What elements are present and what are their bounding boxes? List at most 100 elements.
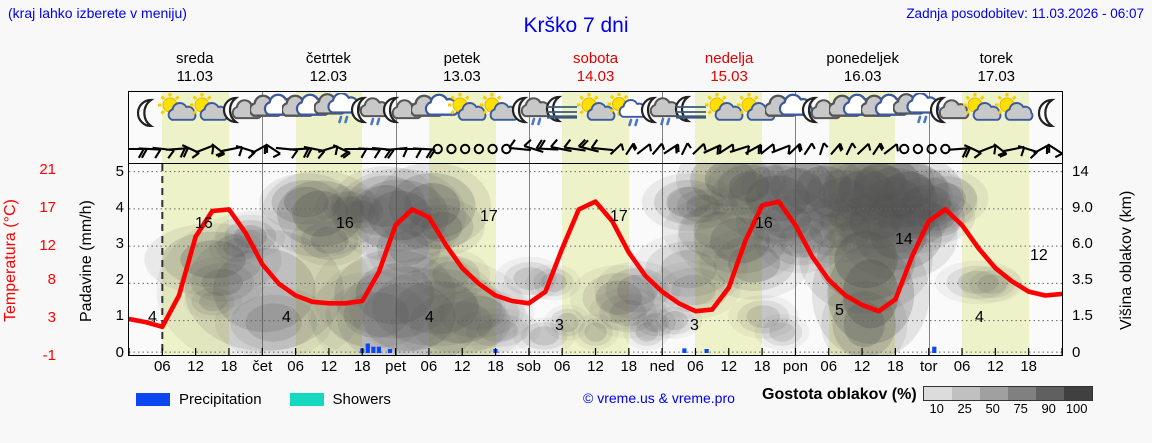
cloud-density-swatch-0 [923,387,952,400]
day-date: 15.03 [710,68,748,85]
precipitation-axis-title: Padavine (mm/h) [78,200,95,322]
cloud-density-blob [816,218,916,301]
day-name: torek [979,50,1013,67]
cloud-density-blob [512,317,576,354]
temperature-tick-2: 12 [39,237,56,254]
cloud-density-blob [180,240,246,279]
cloud-density-blob [582,272,655,323]
temperature-extreme-label: 16 [336,215,354,233]
cloud-density-blob [388,230,430,266]
cloud-density-blob [822,164,910,222]
cloud-density-blob [853,164,963,227]
cloud-density-blob [821,280,908,355]
cloud-density-blob [529,326,560,346]
day-date: 11.03 [176,68,213,85]
cloud-density-blob [641,173,736,232]
time-label-21: 12 [853,358,871,375]
cloud-density-blob [686,194,720,218]
day-header-2: petek 13.03 [395,50,529,88]
time-label-4: 06 [287,358,304,375]
sun-cloud-icon [958,93,1006,127]
cloud-density-blob [230,294,317,351]
daylight-band-3 [562,164,629,355]
temperature-tick-3: 8 [47,271,56,288]
cloud-density-blob [594,261,681,320]
cloud-density-blob [855,203,943,270]
time-label-0: 06 [153,358,171,375]
precipitation-legend: Precipitation Showers [136,388,391,410]
cloud-density-blob [765,164,883,227]
cloud-density-blob [362,282,456,352]
cloud-density-blob [795,205,872,256]
daylight-band-2 [428,164,496,355]
cloud-density-blob [808,192,887,243]
time-label-23: tor [919,358,938,375]
cloud-density-swatch-5 [1063,387,1092,400]
cloud-density-blob [271,180,341,225]
cloud-density-blob [825,164,935,220]
precipitation-legend-label: Precipitation [179,390,262,408]
time-label-16: 06 [687,358,704,375]
temperature-tick-4: 3 [47,309,56,326]
cloud-density-blob [224,220,277,254]
time-label-12: 06 [553,358,571,375]
cloud-density-blob [902,169,989,228]
cloud-density-blob [842,259,899,329]
cloud-density-blob [388,172,476,240]
cloud-density-blob [345,200,376,224]
cloud-density-blob [325,281,427,349]
day-header-6: torek 17.03 [929,50,1063,88]
cloud-density-blob [589,287,668,339]
cloud-density-blob [310,227,349,254]
time-label-3: čet [252,358,273,375]
cloud-density-swatch-3 [1007,387,1036,400]
day-separator-5 [795,164,797,355]
cloud-density-blob [337,195,384,229]
day-separator-2 [395,164,397,355]
cloud-density-blob [617,274,658,306]
temperature-extreme-label: 14 [895,231,913,249]
cloud-density-blob [805,169,881,220]
cloud-density-blob [635,308,677,337]
moon-icon [121,93,169,127]
cloud-density-blob [336,266,482,355]
sun-cloud-icon [700,93,748,127]
cloud-height-tick-0: 14 [1072,163,1089,180]
daylight-band-2 [428,134,496,163]
time-label-18: 18 [753,358,771,375]
cloud-density-blob [569,265,668,331]
cloud-density-blob [199,291,227,312]
cloud-density-color-bar [922,386,1093,401]
temperature-extreme-label: 17 [480,207,498,225]
cloud-density-blob [677,196,803,284]
cloud-density-blob [452,295,505,331]
day-header-0: sreda 11.03 [128,50,262,88]
cloud-density-blob [791,164,894,228]
time-label-13: 12 [587,358,604,375]
cloud-density-blob [699,227,809,300]
temperature-extreme-label: 16 [755,215,773,233]
cloud-density-blob [504,262,557,296]
cloud-density-blob [710,217,770,264]
daylight-band-1 [295,164,363,355]
cloud-density-blob [870,213,927,260]
precipitation-bar [365,343,370,353]
temperature-extreme-label: 4 [282,309,291,327]
time-label-1: 12 [187,358,204,375]
precipitation-bar [704,349,709,353]
cloud-density-value-2: 50 [985,401,1000,416]
wind-barb-band [129,134,1062,164]
day-separator-6 [928,134,930,163]
moon-fog-icon [668,93,716,127]
cloud-density-blob [454,308,541,352]
cloud-density-blob [578,318,613,346]
cloud-density-blob [867,164,949,219]
cloud-density-legend-title: Gostota oblakov (%) [762,386,917,403]
cloud-density-blob [811,228,930,355]
cloud-density-blob [693,211,750,250]
cloud-density-blob [780,164,868,218]
time-label-10: 18 [487,358,504,375]
page-title: Krško 7 dni [523,14,629,37]
temperature-axis-title: Temperatura (°C) [2,199,19,322]
cloud-density-blob [828,204,867,231]
